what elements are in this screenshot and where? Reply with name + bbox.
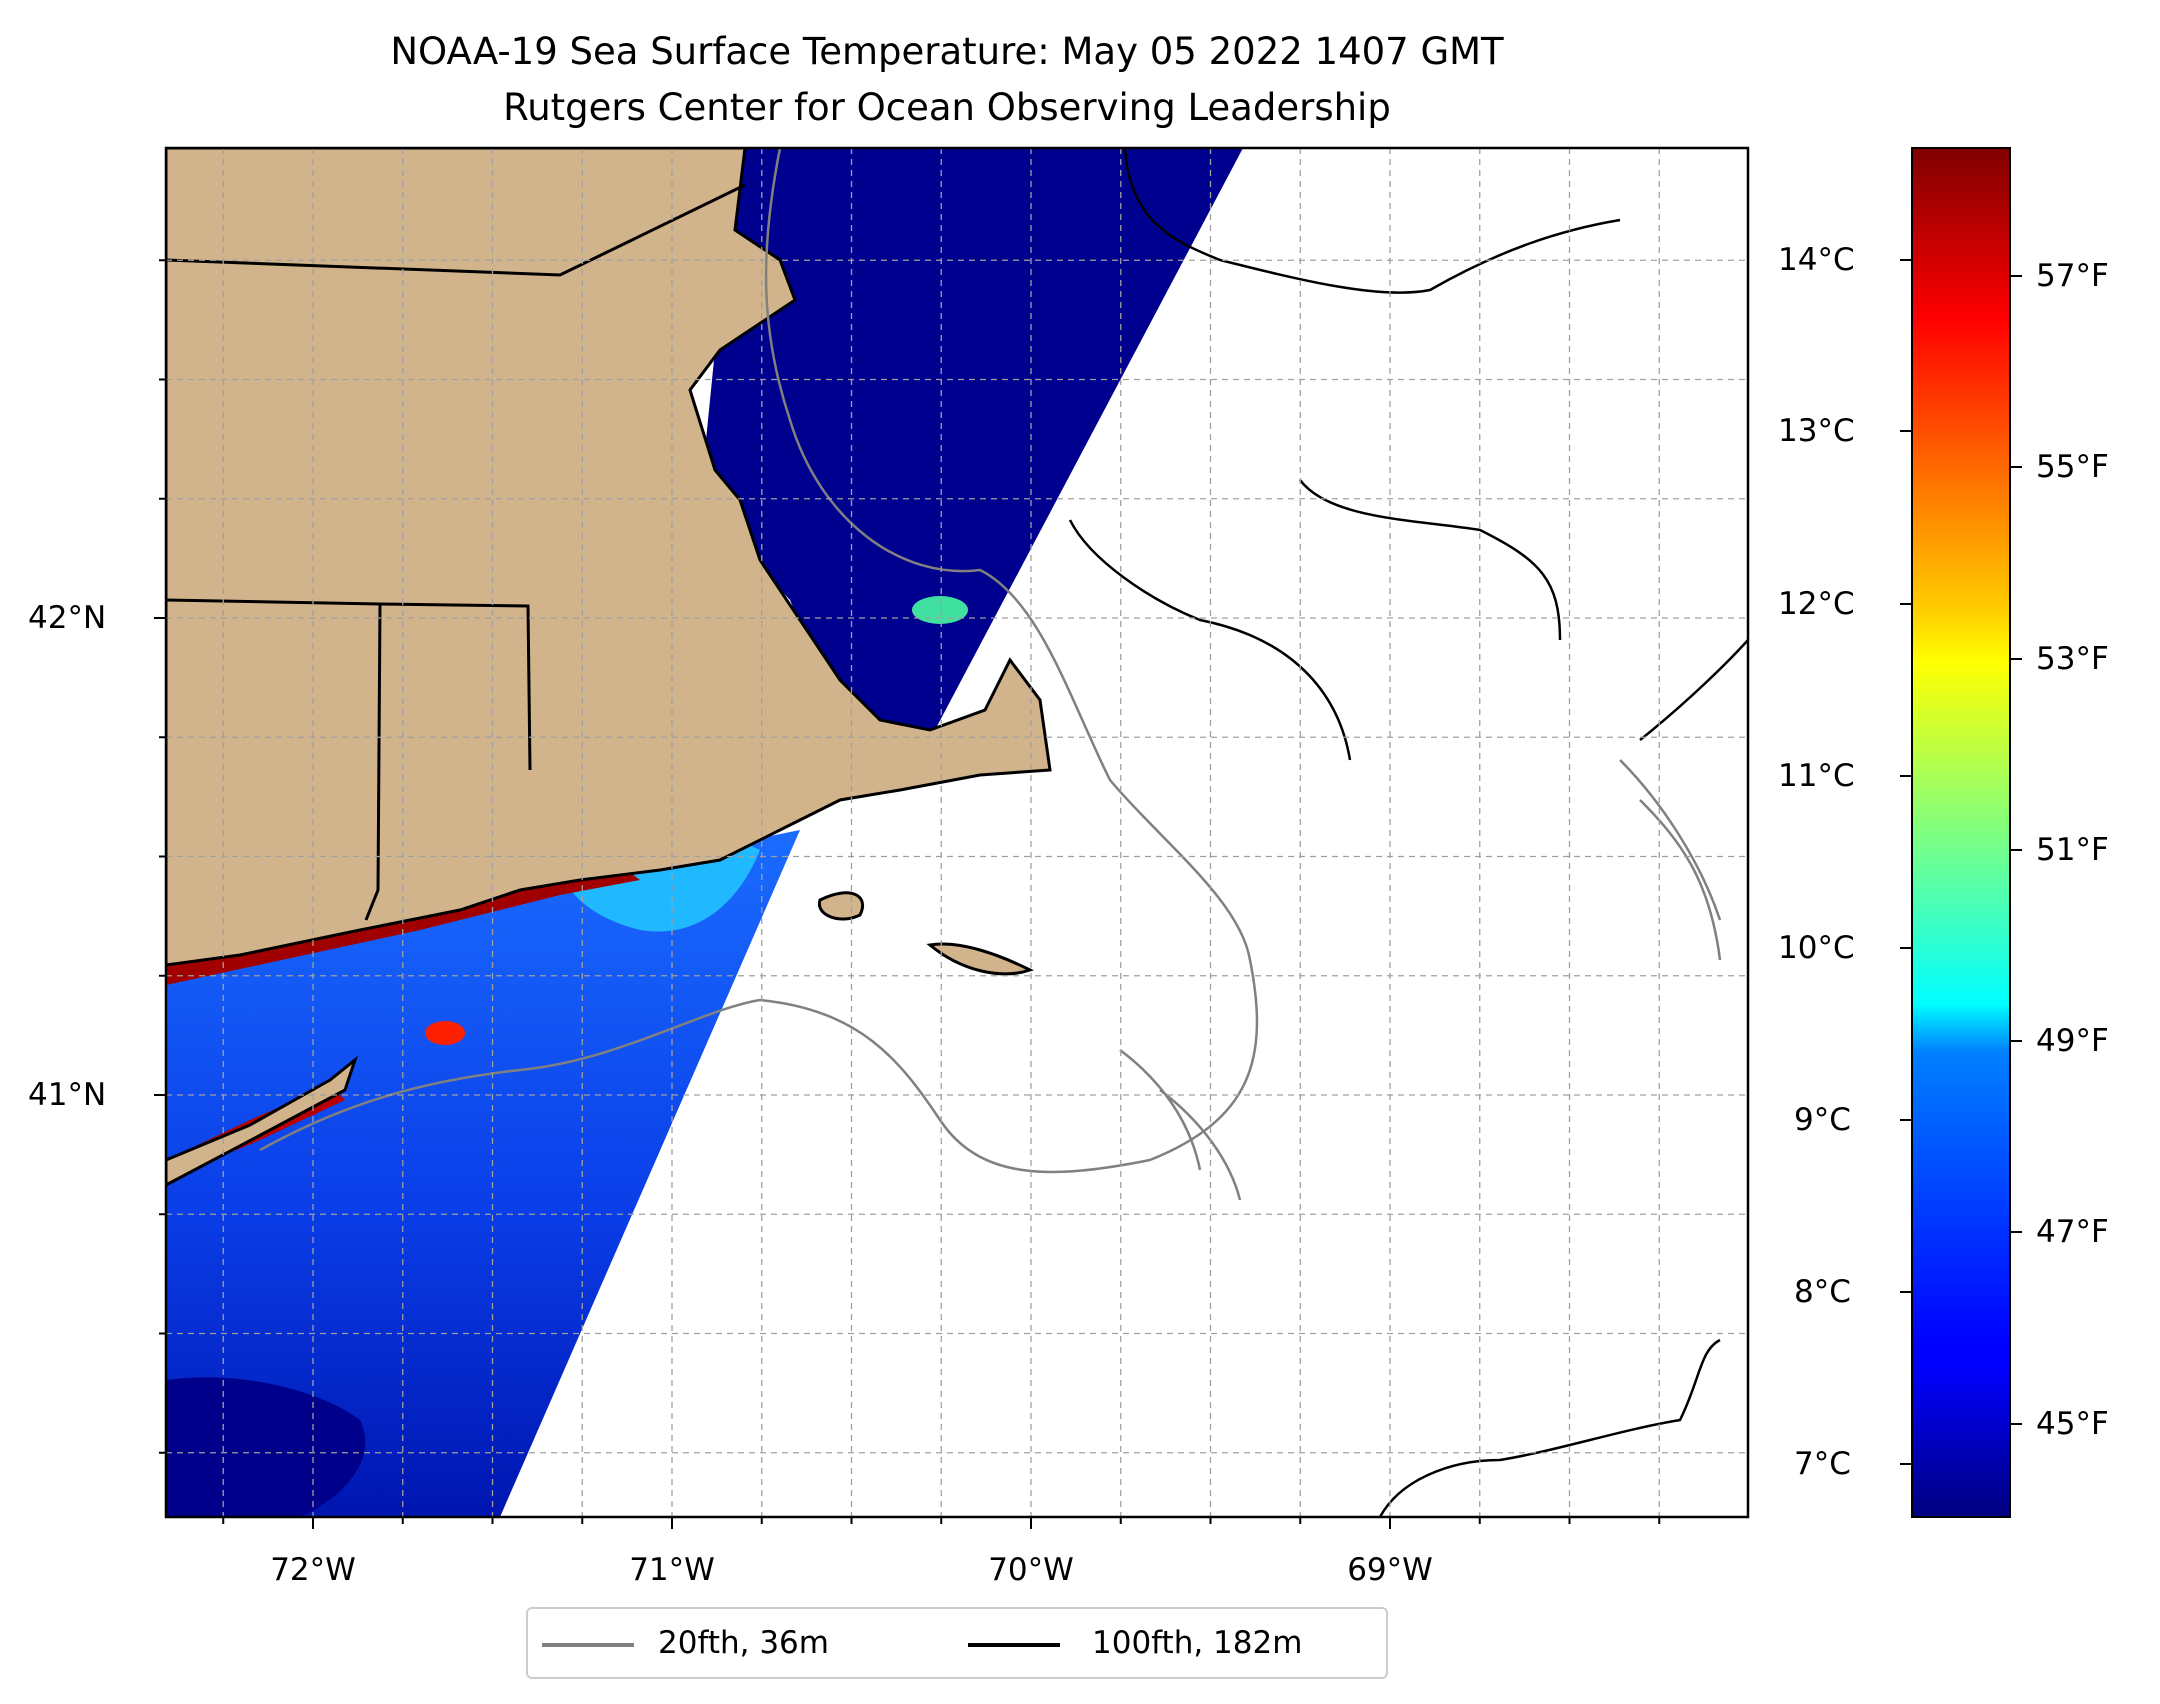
sst-green-spot xyxy=(912,596,968,624)
legend-swatch-100fth xyxy=(968,1643,1060,1647)
map-frame xyxy=(164,146,1750,1519)
x-tick-label: 72°W xyxy=(270,1552,356,1588)
land-nantucket xyxy=(926,942,1034,976)
colorbar-fahrenheit-label: 51°F xyxy=(2036,832,2109,868)
colorbar-celsius-label: 7°C xyxy=(1794,1446,1851,1482)
sst-cold-pool xyxy=(166,1377,366,1517)
x-tick-label: 69°W xyxy=(1347,1552,1433,1588)
isobath-100fth-south xyxy=(1378,1338,1721,1517)
x-tick-label: 71°W xyxy=(629,1552,715,1588)
sst-swath-north xyxy=(700,148,1243,730)
sst-warm-spot xyxy=(425,1021,465,1045)
map-area xyxy=(166,148,1748,1517)
chart-subtitle: Rutgers Center for Ocean Observing Leade… xyxy=(503,86,1391,129)
colorbar xyxy=(1911,147,2011,1518)
colorbar-fahrenheit-label: 47°F xyxy=(2036,1214,2109,1250)
colorbar-fahrenheit-label: 49°F xyxy=(2036,1023,2109,1059)
isobath-100fth xyxy=(1068,148,1748,761)
y-tick-label: 41°N xyxy=(28,1077,107,1113)
isobath-20fth xyxy=(259,148,1259,1174)
land-marthas-vineyard xyxy=(817,891,864,921)
colorbar-celsius-label: 11°C xyxy=(1778,758,1855,794)
land-new-england xyxy=(166,148,1052,967)
colorbar-celsius-label: 14°C xyxy=(1778,242,1855,278)
state-boundary-ma-nh xyxy=(166,183,746,277)
axis-ticks xyxy=(154,259,1661,1529)
legend-label: 100fth, 182m xyxy=(1092,1625,1303,1661)
land-long-island xyxy=(166,1055,359,1187)
chart-title: NOAA-19 Sea Surface Temperature: May 05 … xyxy=(390,30,1504,73)
legend: 20fth, 36m 100fth, 182m xyxy=(526,1607,1388,1679)
colorbar-fahrenheit-label: 45°F xyxy=(2036,1406,2109,1442)
legend-swatch-20fth xyxy=(542,1643,634,1647)
colorbar-fahrenheit-label: 57°F xyxy=(2036,258,2109,294)
colorbar-celsius-label: 13°C xyxy=(1778,413,1855,449)
y-tick-label: 42°N xyxy=(28,600,107,636)
colorbar-fahrenheit-label: 53°F xyxy=(2036,641,2109,677)
state-boundary-ct-ma xyxy=(166,598,532,771)
state-boundary-ny-ct xyxy=(364,603,382,921)
x-tick-label: 70°W xyxy=(988,1552,1074,1588)
legend-label: 20fth, 36m xyxy=(658,1625,829,1661)
colorbar-ticks xyxy=(1900,259,2022,1465)
colorbar-celsius-label: 10°C xyxy=(1778,930,1855,966)
colorbar-celsius-label: 9°C xyxy=(1794,1102,1851,1138)
sst-swath-south xyxy=(166,830,800,1517)
colorbar-fahrenheit-label: 55°F xyxy=(2036,449,2109,485)
colorbar-celsius-label: 12°C xyxy=(1778,586,1855,622)
gridlines xyxy=(166,148,1748,1517)
isobath-20fth-shoals xyxy=(1119,759,1722,1201)
colorbar-celsius-label: 8°C xyxy=(1794,1274,1851,1310)
